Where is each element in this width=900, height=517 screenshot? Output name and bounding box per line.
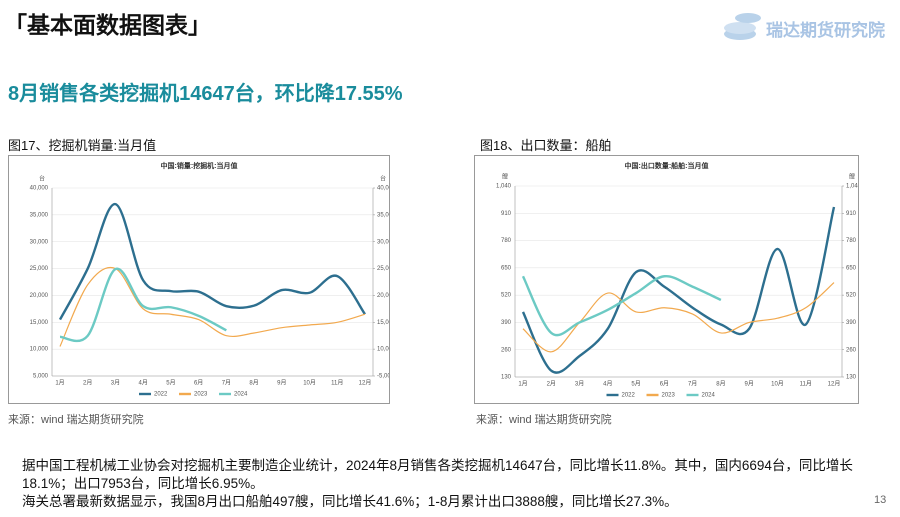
y2-tick-label: 1,040 [846,184,858,190]
source: 来源：wind 瑞达期货研究院 [8,414,144,426]
axis-unit: 艘 [502,173,508,181]
x-tick-label: 2月 [547,381,556,388]
y-tick-label: 20,000 [30,293,49,299]
x-tick-label: 1月 [518,381,527,388]
y2-tick-label: 30,000 [377,239,389,245]
x-tick-label: 1月 [55,380,64,387]
axis-unit: 台 [39,175,45,183]
legend-label: 2024 [234,392,248,398]
y2-tick-label: 130 [846,375,857,381]
y-tick-label: 1,040 [496,184,512,190]
chart-frame [8,155,390,404]
y-tick-label: 650 [501,265,512,271]
y-tick-label: 910 [501,211,512,217]
chart-title: 中国:销量:挖掘机:当月值 [161,161,238,170]
axis-unit: 台 [380,175,386,183]
series-line [521,275,722,337]
legend-label: 2024 [702,393,716,399]
y2-tick-label: 35,000 [377,212,389,218]
x-tick-label: 7月 [688,381,697,388]
y-tick-label: 260 [501,347,512,353]
caption: 图18、出口数量：船舶 [480,138,612,153]
x-tick-label: 3月 [575,381,584,388]
series-line [59,267,227,343]
y-tick-label: 10,000 [30,347,49,353]
legend-label: 2023 [662,393,676,399]
x-tick-label: 9月 [745,381,754,388]
y-tick-label: 5,000 [33,374,49,380]
x-tick-label: 11月 [331,380,343,387]
y-tick-label: 390 [501,320,512,326]
y2-tick-label: 25,000 [377,266,389,272]
x-tick-label: 5月 [166,380,175,387]
y2-tick-label: 520 [846,293,857,299]
x-tick-label: 11月 [800,381,812,388]
y-tick-label: 780 [501,238,512,244]
y-tick-label: 520 [501,293,512,299]
body-text: 海关总署最新数据显示，我国8月出口船舶497艘，同比增长41.6%；1-8月累计… [22,494,678,509]
y2-tick-label: 15,000 [377,320,389,326]
y2-tick-label: 40,000 [377,186,389,192]
x-tick-label: 10月 [303,380,316,387]
y2-tick-label: 910 [846,211,857,217]
caption: 图17、挖掘机销量:当月值 [8,138,157,153]
series-line [59,266,366,347]
chart-frame [474,155,859,404]
series-line [522,282,835,353]
y2-tick-label: 20,000 [377,293,389,299]
page-number: 13 [874,494,887,506]
x-tick-label: 6月 [194,380,203,387]
x-tick-label: 4月 [139,380,148,387]
subtitle: 8月销售各类挖掘机14647台，环比降17.55% [8,83,403,105]
y2-tick-label: 390 [846,320,857,326]
source: 来源：wind 瑞达期货研究院 [476,414,612,426]
legend-label: 2023 [194,392,208,398]
y-tick-label: 15,000 [30,320,49,326]
legend-label: 2022 [154,392,168,398]
logo-icon [724,13,761,40]
x-tick-label: 10月 [771,381,784,388]
y2-tick-label: -5,000 [377,374,389,380]
x-tick-label: 12月 [359,380,372,387]
x-tick-label: 6月 [660,381,669,388]
y2-tick-label: 260 [846,347,857,353]
y2-tick-label: 10,000 [377,347,389,353]
x-tick-label: 3月 [111,380,120,387]
x-tick-label: 9月 [277,380,286,387]
y2-tick-label: 780 [846,238,857,244]
x-tick-label: 4月 [603,381,612,388]
axis-unit: 艘 [849,173,855,181]
x-tick-label: 7月 [222,380,231,387]
legend-label: 2022 [622,393,636,399]
header-title: 「基本面数据图表」 [4,12,211,38]
y2-tick-label: 650 [846,265,857,271]
y-tick-label: 25,000 [30,266,49,272]
body-text: 据中国工程机械工业协会对挖掘机主要制造企业统计，2024年8月销售各类挖掘机14… [22,458,853,491]
logo-text: 瑞达期货研究院 [766,21,885,40]
chart-title: 中国:出口数量:船舶:当月值 [625,161,709,170]
y-tick-label: 30,000 [30,239,49,245]
y-tick-label: 130 [501,375,512,381]
x-tick-label: 12月 [828,381,841,388]
x-tick-label: 8月 [716,381,725,388]
y-tick-label: 40,000 [30,186,49,192]
x-tick-label: 2月 [83,380,92,387]
x-tick-label: 5月 [631,381,640,388]
series-line [58,202,366,321]
series-line [521,206,836,374]
y-tick-label: 35,000 [30,212,49,218]
x-tick-label: 8月 [249,380,258,387]
